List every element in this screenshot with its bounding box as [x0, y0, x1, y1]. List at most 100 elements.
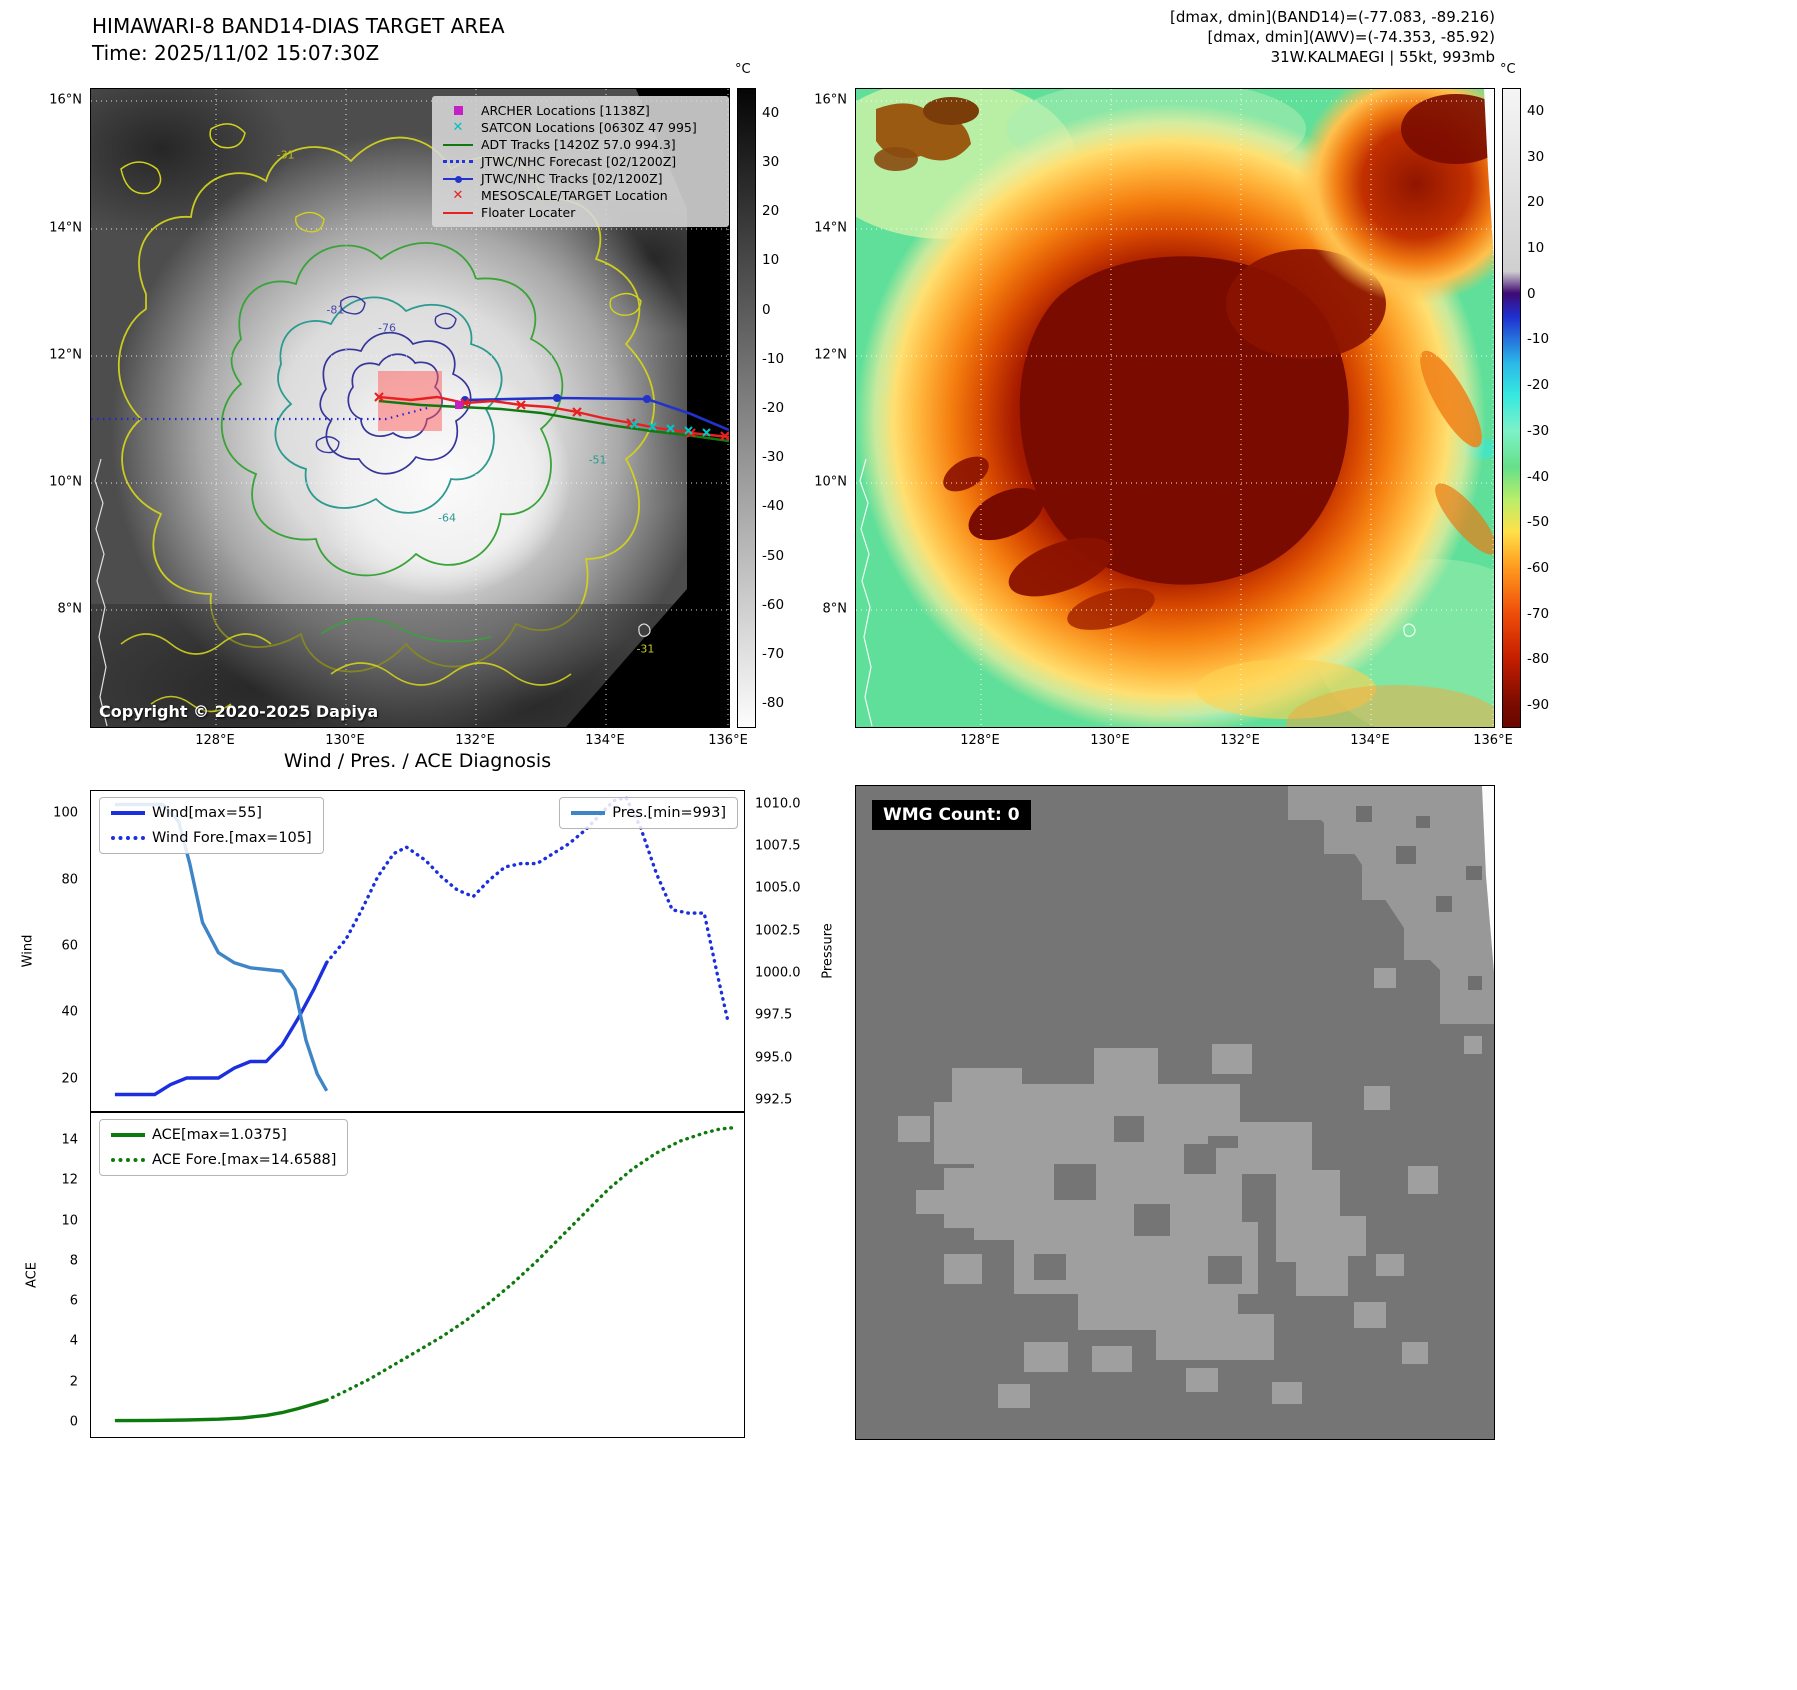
legend-item-label: Floater Locater	[481, 205, 576, 220]
x-axis-tick-label: 132°E	[455, 733, 495, 748]
chart-tick-label: 100	[53, 805, 78, 821]
wmg-cloud-holes	[1034, 1116, 1242, 1284]
band14-colorbar	[737, 88, 756, 728]
legend-item: Floater Locater	[442, 205, 723, 220]
x-axis-tick-label: 134°E	[585, 733, 625, 748]
awv-header-line-1: [dmax, dmin](BAND14)=(-77.083, -89.216)	[1170, 8, 1495, 26]
awv-colorbar	[1502, 88, 1521, 728]
y-axis-tick-label: 14°N	[49, 220, 82, 236]
chart-tick-label: 995.0	[755, 1050, 793, 1066]
chart-tick-label: 6	[69, 1293, 78, 1309]
colorbar-tick-label: -60	[1527, 560, 1550, 576]
x-axis-tick-label: 128°E	[195, 733, 235, 748]
colorbar-tick-label: 10	[1527, 240, 1545, 256]
awv-header-line-3: 31W.KALMAEGI | 55kt, 993mb	[1270, 48, 1495, 66]
blue-dotted-line-icon	[442, 155, 474, 169]
pressure-y-axis-label: Pressure	[820, 923, 836, 979]
chart-tick-label: 1010.0	[755, 796, 801, 812]
colorbar-tick-label: -10	[762, 350, 785, 367]
ace-legend: ACE[max=1.0375] ACE Fore.[max=14.6588]	[99, 1119, 349, 1176]
legend-item-label: ACE Fore.[max=14.6588]	[152, 1152, 337, 1168]
chart-tick-label: 1005.0	[755, 880, 801, 896]
wmg-mask-image	[856, 786, 1494, 1439]
contour-value-label: -31	[276, 148, 295, 162]
pressure-y-axis: 992.5 995.0 997.5 1000.0 1002.5 1005.0 1007.5 1…	[749, 790, 805, 1112]
wind-legend: Wind[max=55] Wind Fore.[max=105]	[99, 797, 324, 854]
wmg-upper-right-noise	[1356, 806, 1482, 990]
series-line-0	[114, 1398, 328, 1423]
colorbar-tick-label: -80	[762, 695, 785, 712]
legend-item: ACE[max=1.0375]	[111, 1127, 336, 1143]
x-axis-tick-label: 128°E	[960, 733, 1000, 748]
legend-item-label: ACE[max=1.0375]	[152, 1127, 287, 1143]
awv-storm	[856, 89, 1494, 727]
chart-tick-label: 12	[61, 1172, 78, 1188]
chart-tick-label: 1007.5	[755, 838, 801, 854]
legend-item: ADT Tracks [1420Z 57.0 994.3]	[442, 137, 723, 152]
colorbar-tick-label: -20	[1527, 377, 1550, 394]
colorbar-tick-label: -60	[762, 596, 785, 613]
legend-item-label: MESOSCALE/TARGET Location	[481, 188, 668, 203]
band14-colorbar-unit: °C	[735, 62, 751, 77]
chart-tick-label: 80	[61, 872, 78, 888]
chart-tick-label: 1000.0	[755, 965, 801, 981]
series-line-1	[324, 1126, 735, 1402]
adt-track	[378, 399, 729, 443]
chart-tick-label: 60	[61, 938, 78, 954]
y-axis-tick-label: 8°N	[822, 601, 848, 617]
colorbar-tick-label: -80	[1527, 651, 1550, 668]
colorbar-tick-label: -70	[762, 646, 785, 663]
chart-tick-label: 10	[61, 1213, 78, 1229]
wind-forecast-line-icon	[111, 836, 145, 840]
legend-item-label: ARCHER Locations [1138Z]	[481, 103, 650, 118]
band14-title: HIMAWARI-8 BAND14-DIAS TARGET AREA	[92, 14, 505, 38]
chart-tick-label: 0	[69, 1414, 78, 1430]
legend-item-label: Wind[max=55]	[152, 805, 262, 821]
x-axis-tick-label: 136°E	[708, 733, 748, 748]
red-x-icon	[442, 189, 474, 203]
red-line-icon	[442, 206, 474, 220]
colorbar-tick-label: 10	[762, 252, 780, 269]
awv-y-axis: 16°N 14°N 12°N 10°N 8°N	[803, 88, 851, 728]
series-line-0	[114, 961, 329, 1097]
y-axis-tick-label: 14°N	[814, 220, 847, 236]
contour-value-label: -64	[438, 511, 456, 525]
y-axis-tick-label: 10°N	[49, 474, 82, 490]
contour-layer	[117, 123, 656, 673]
ace-y-axis-label: ACE	[24, 1262, 40, 1288]
contour-value-label: -76	[378, 321, 397, 335]
band14-time: Time: 2025/11/02 15:07:30Z	[92, 41, 380, 65]
chart-tick-label: 997.5	[755, 1007, 793, 1023]
legend-item-label: Pres.[min=993]	[612, 805, 726, 821]
cyan-x-icon	[442, 121, 474, 135]
chart-tick-label: 992.5	[755, 1092, 793, 1108]
legend-item: ARCHER Locations [1138Z]	[442, 103, 723, 118]
legend-item-label: SATCON Locations [0630Z 47 995]	[481, 120, 697, 135]
wind-pressure-chart: Wind[max=55] Wind Fore.[max=105] Pres.[m…	[90, 790, 745, 1112]
green-line-icon	[442, 138, 474, 152]
pressure-legend: Pres.[min=993]	[559, 797, 738, 829]
wind-y-axis: 20 40 60 80 100	[44, 790, 84, 1112]
chart-tick-label: 4	[69, 1333, 78, 1349]
ace-plot-area	[114, 1126, 735, 1423]
x-axis-tick-label: 134°E	[1350, 733, 1390, 748]
awv-colorbar-ticks: 40 30 20 10 0 -10 -20 -30 -40 -50 -60 -70 -80 -90	[1525, 88, 1575, 728]
forecast-track-dotted	[91, 405, 432, 421]
colorbar-tick-label: 30	[762, 153, 780, 170]
awv-x-axis: 128°E 130°E 132°E 134°E 136°E	[855, 731, 1513, 751]
contour-labels: -31 -81 -76 -64 -51 -31	[91, 89, 729, 727]
colorbar-tick-label: 0	[1527, 285, 1536, 302]
legend-item: JTWC/NHC Forecast [02/1200Z]	[442, 154, 723, 169]
colorbar-tick-label: 40	[1527, 102, 1545, 119]
archer-marker	[455, 401, 463, 409]
legend-item: MESOSCALE/TARGET Location	[442, 188, 723, 203]
chart-tick-label: 1002.5	[755, 923, 801, 939]
band14-y-axis: 16°N 14°N 12°N 10°N 8°N	[38, 88, 86, 728]
legend-item: ACE Fore.[max=14.6588]	[111, 1152, 336, 1168]
legend-item: JTWC/NHC Tracks [02/1200Z]	[442, 171, 723, 186]
y-axis-tick-label: 10°N	[814, 474, 847, 490]
y-axis-tick-label: 16°N	[814, 92, 847, 108]
pressure-line-icon	[571, 811, 606, 815]
colorbar-tick-label: 0	[762, 301, 771, 318]
